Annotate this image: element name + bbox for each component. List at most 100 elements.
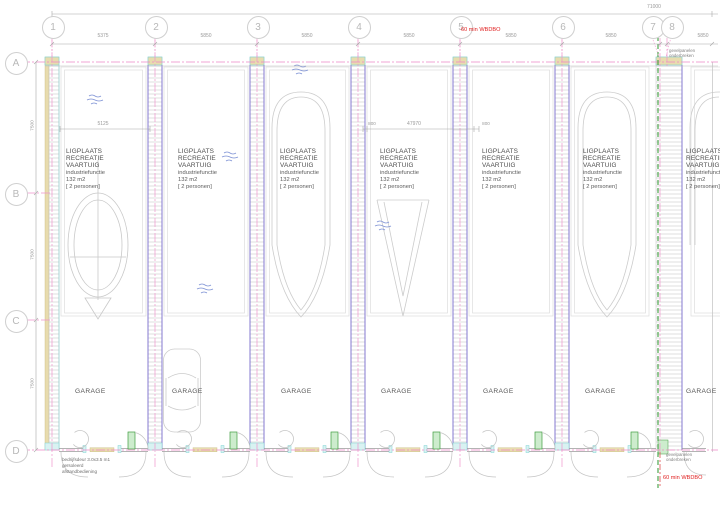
unit-label-line: industriefunctie xyxy=(280,169,319,176)
interior-segment-dimension: 800 xyxy=(368,121,376,126)
grid-bubble-3: 3 xyxy=(246,15,270,39)
garage-label: GARAGE xyxy=(686,388,717,395)
unit-label-line: RECREATIE xyxy=(280,155,318,163)
unit-label-bay1: LIGPLAATS RECREATIE VAARTUIG industriefu… xyxy=(66,148,105,191)
interior-width-dimension: 5125 xyxy=(97,121,109,127)
grid-bubble-b: B xyxy=(4,182,28,206)
door-jambs xyxy=(82,445,632,453)
fire-rating-note-top: 60 min WBDBO xyxy=(461,27,501,33)
interior-segment-dimension: 47970 xyxy=(407,121,421,127)
car-outline xyxy=(163,348,201,433)
grid-bubble-2: 2 xyxy=(144,15,168,39)
bay-width-dimension: 5850 xyxy=(200,33,212,39)
unit-label-line: VAARTUIG xyxy=(686,162,720,170)
unit-label-line: 132 m2 xyxy=(380,176,400,183)
grid-centerlines xyxy=(6,38,718,468)
unit-label-line: LIGPLAATS xyxy=(482,148,519,155)
unit-label-line: industriefunctie xyxy=(482,169,521,176)
unit-label-line: LIGPLAATS xyxy=(686,148,720,155)
bay-width-dimension: 5850 xyxy=(605,33,617,39)
unit-label-line: VAARTUIG xyxy=(380,162,414,170)
unit-label-line: [ 2 personen] xyxy=(280,184,314,191)
unit-label-line: VAARTUIG xyxy=(583,162,617,170)
unit-label-line: LIGPLAATS xyxy=(280,148,317,155)
door-swing-arcs xyxy=(60,432,707,478)
bay-width-dimension: 5850 xyxy=(403,33,415,39)
unit-label-line: 132 m2 xyxy=(583,176,603,183)
sailboat-top-view xyxy=(67,160,129,320)
garage-label: GARAGE xyxy=(585,388,616,395)
grid-bubble-7: 7 xyxy=(641,15,665,39)
door-note-line: afstandbediening xyxy=(62,468,97,474)
garage-label: GARAGE xyxy=(281,388,312,395)
bubble-leaders xyxy=(51,36,672,58)
unit-label-line: industriefunctie xyxy=(178,169,217,176)
unit-label-bay5: LIGPLAATS RECREATIE VAARTUIG industriefu… xyxy=(482,148,521,191)
garage-label: GARAGE xyxy=(75,388,106,395)
unit-label-line: industriefunctie xyxy=(583,169,622,176)
unit-label-bay2: LIGPLAATS RECREATIE VAARTUIG industriefu… xyxy=(178,148,217,191)
unit-label-line: RECREATIE xyxy=(380,155,418,163)
unit-label-line: RECREATIE xyxy=(178,155,216,163)
berth-outlines xyxy=(60,66,720,317)
grid-bubble-c: C xyxy=(4,309,28,333)
grid-bubble-4: 4 xyxy=(347,15,371,39)
door-note-line: geïsoleerd xyxy=(62,462,84,468)
unit-label-line: [ 2 personen] xyxy=(583,184,617,191)
garage-label: GARAGE xyxy=(483,388,514,395)
total-width-dimension: 71000 xyxy=(647,4,661,10)
facade-note-top: gevelpanelen onderbreken xyxy=(669,48,695,58)
water-symbol xyxy=(86,64,392,294)
facade-note-line: onderbreken xyxy=(666,457,691,462)
grid-bubble-8: 8 xyxy=(660,15,684,39)
unit-label-line: RECREATIE xyxy=(583,155,621,163)
unit-label-line: RECREATIE xyxy=(686,155,720,163)
grid-bubble-a: A xyxy=(4,51,28,75)
facade-note-line: gevelpanelen xyxy=(666,452,693,457)
garage-label: GARAGE xyxy=(172,388,203,395)
row-height-dimension: 7500 xyxy=(30,120,36,131)
unit-label-line: VAARTUIG xyxy=(66,162,100,170)
unit-label-line: LIGPLAATS xyxy=(380,148,417,155)
unit-label-bay6: LIGPLAATS RECREATIE VAARTUIG industriefu… xyxy=(583,148,622,191)
row-height-dimension: 7500 xyxy=(30,378,36,389)
unit-label-line: 132 m2 xyxy=(482,176,502,183)
facade-note-line: onderbreken xyxy=(669,53,694,58)
row-height-dimension: 7500 xyxy=(30,249,36,260)
grid-bubble-6: 6 xyxy=(551,15,575,39)
unit-label-bay7: LIGPLAATS RECREATIE VAARTUIG industriefu… xyxy=(686,148,720,191)
grid-bubble-d: D xyxy=(4,439,28,463)
unit-label-line: [ 2 personen] xyxy=(482,184,516,191)
unit-label-line: 132 m2 xyxy=(66,176,86,183)
unit-label-line: VAARTUIG xyxy=(280,162,314,170)
unit-label-line: 132 m2 xyxy=(686,176,706,183)
unit-label-line: LIGPLAATS xyxy=(583,148,620,155)
garage-label: GARAGE xyxy=(381,388,412,395)
bay-width-dimension: 5850 xyxy=(301,33,313,39)
service-doors xyxy=(127,431,639,450)
bay-width-dimension: 5850 xyxy=(697,33,709,39)
dimension-lines xyxy=(33,11,718,453)
facade-note-bottom: gevelpanelen onderbreken xyxy=(666,452,692,462)
unit-label-line: RECREATIE xyxy=(66,155,104,163)
pivot-symbols xyxy=(71,430,704,448)
unit-label-line: VAARTUIG xyxy=(482,162,516,170)
unit-label-bay4: LIGPLAATS RECREATIE VAARTUIG industriefu… xyxy=(380,148,419,191)
boat-hull-bay6 xyxy=(577,91,637,318)
unit-label-line: industriefunctie xyxy=(380,169,419,176)
unit-label-line: [ 2 personen] xyxy=(66,184,100,191)
unit-label-bay3: LIGPLAATS RECREATIE VAARTUIG industriefu… xyxy=(280,148,319,191)
door-spec-note: bedrijfsdeur 3.0x3.5 m1 geïsoleerd afsta… xyxy=(62,457,110,474)
unit-label-line: VAARTUIG xyxy=(178,162,212,170)
unit-label-line: LIGPLAATS xyxy=(178,148,215,155)
door-note-line: bedrijfsdeur 3.0x3.5 m1 xyxy=(62,457,111,462)
unit-label-line: [ 2 personen] xyxy=(380,184,414,191)
facade-note-line: gevelpanelen xyxy=(669,48,696,53)
fire-rating-note-bottom: 60 min WBDBO xyxy=(663,475,703,481)
interior-segment-dimension: 800 xyxy=(482,121,490,126)
unit-label-line: industriefunctie xyxy=(686,169,720,176)
grid-bubble-5: 5 xyxy=(449,15,473,39)
unit-label-line: [ 2 personen] xyxy=(178,184,212,191)
